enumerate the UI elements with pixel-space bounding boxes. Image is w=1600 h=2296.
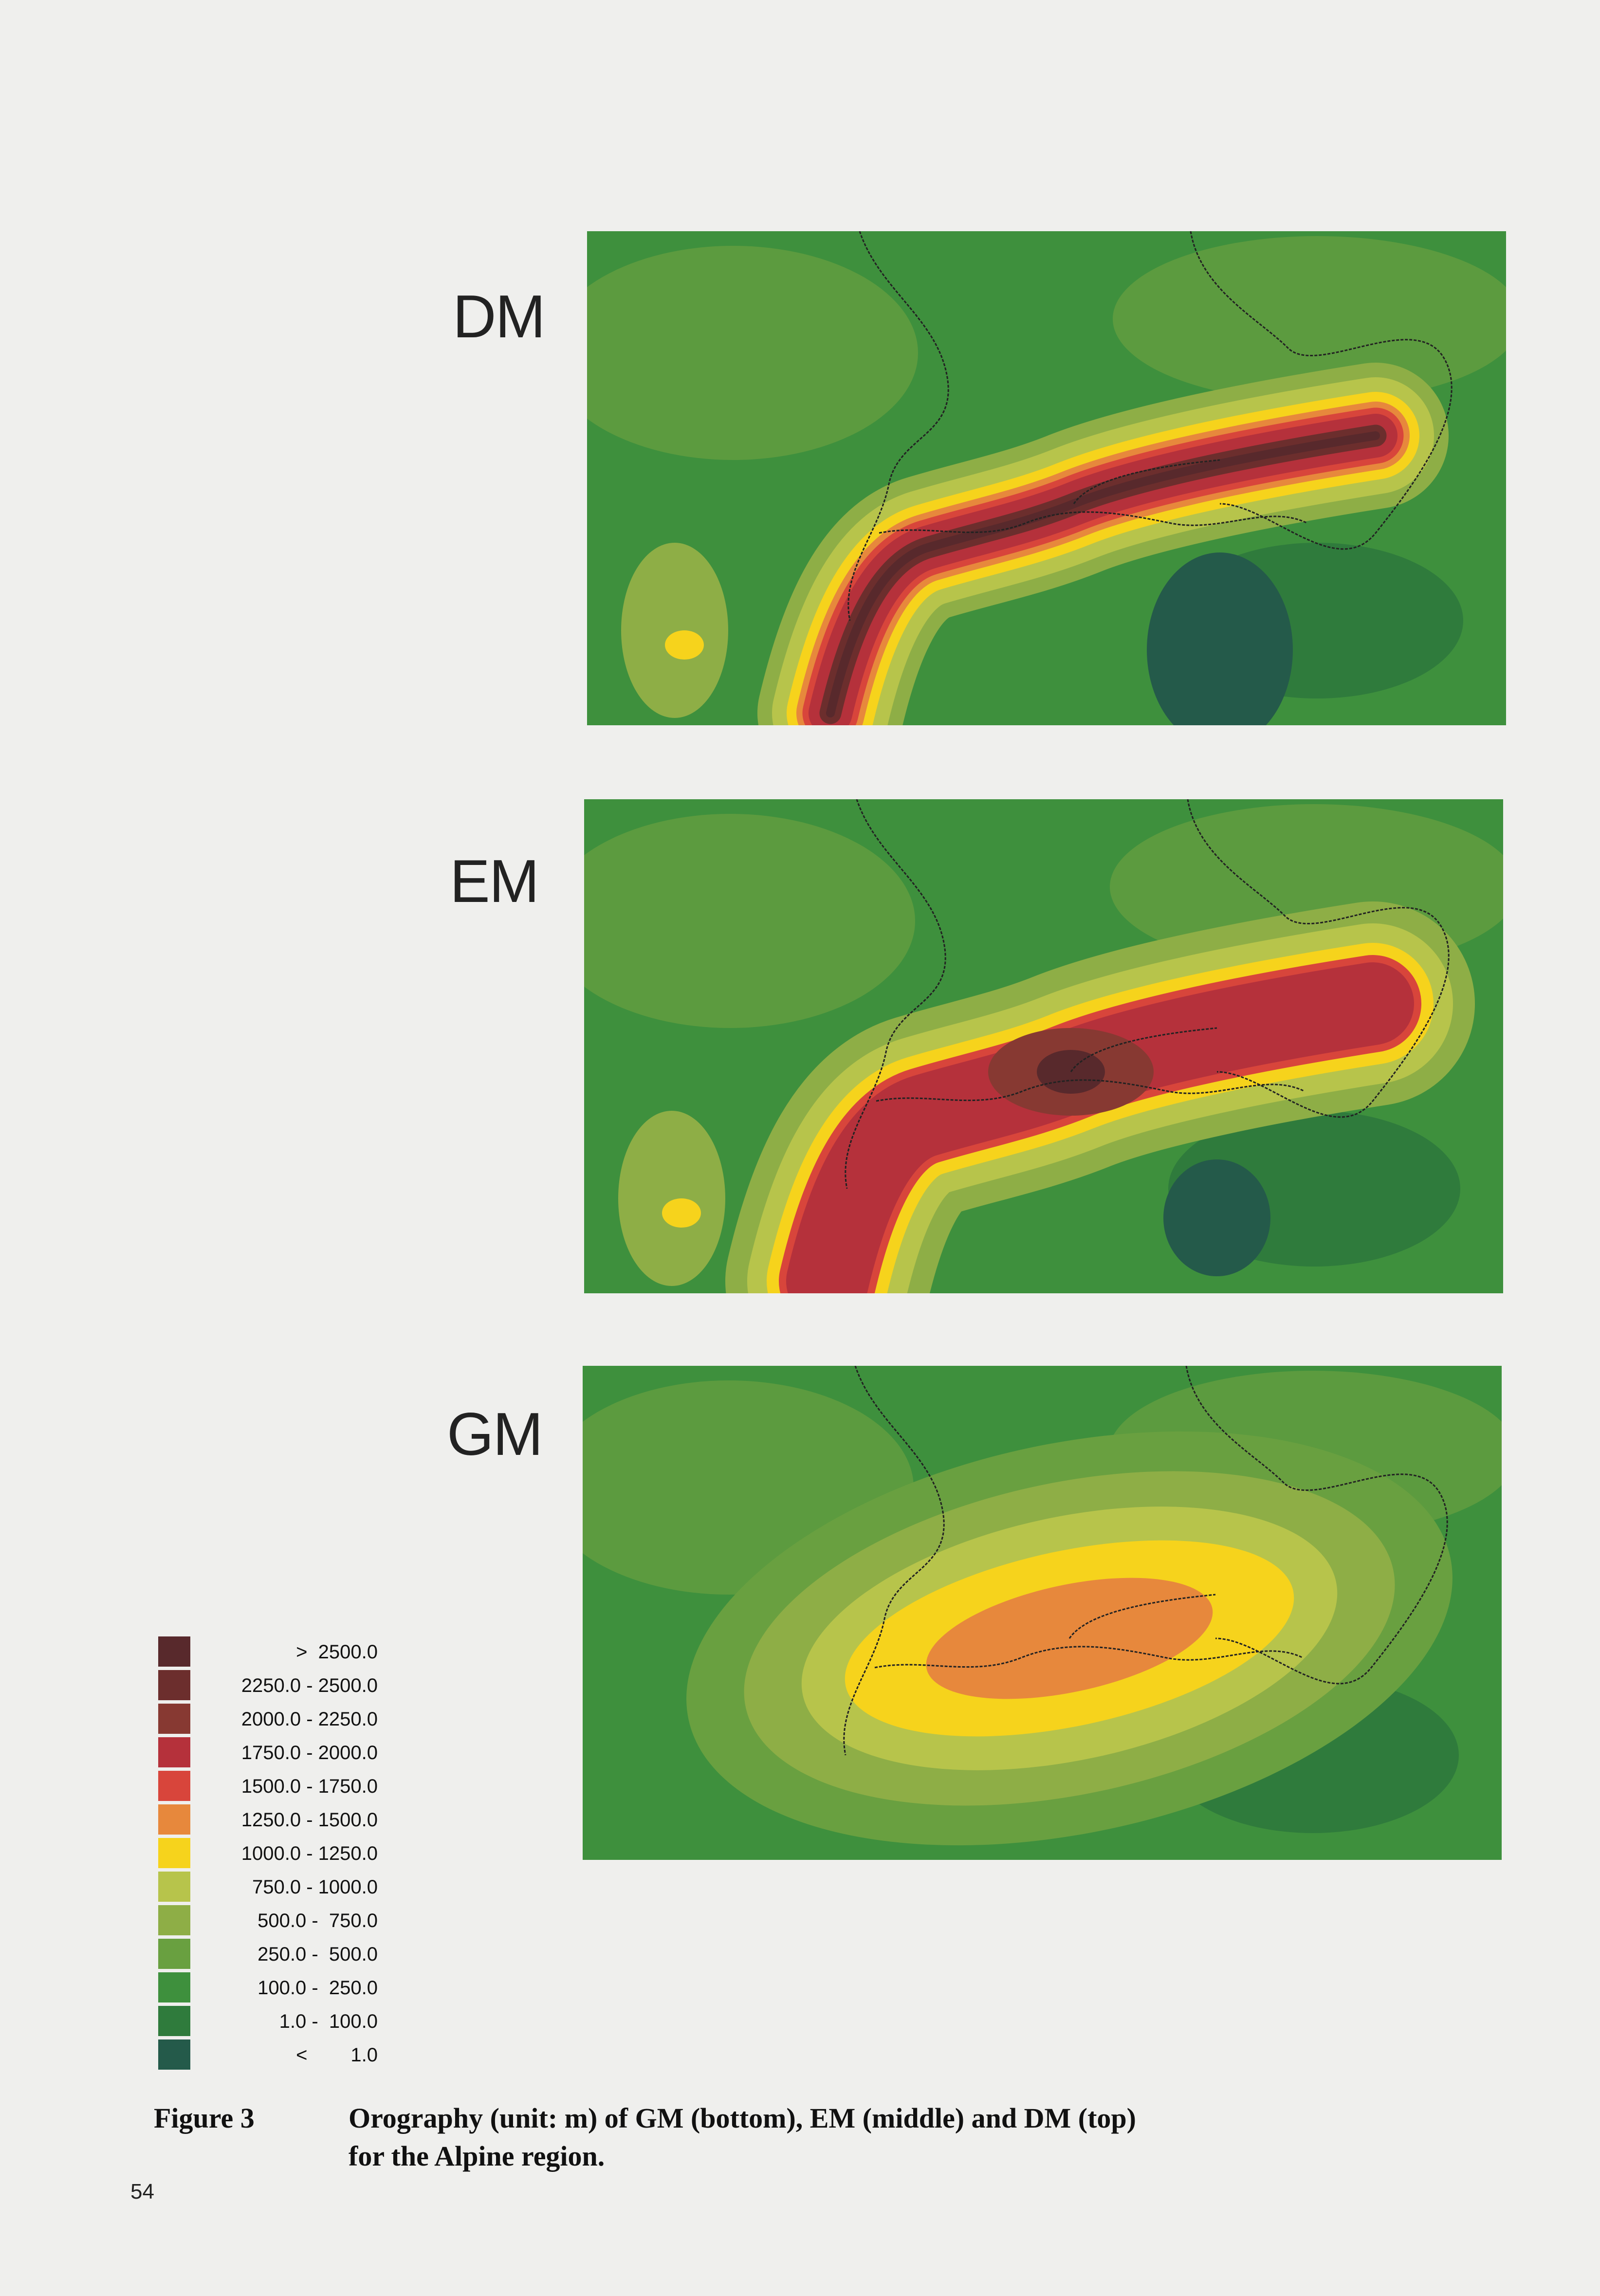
- orography-map: [587, 231, 1506, 725]
- legend-swatch: [158, 1804, 190, 1835]
- map-label: GM: [447, 1401, 543, 1468]
- terrain: [587, 246, 918, 460]
- legend-label: 100.0 - 250.0: [257, 1977, 378, 1999]
- orography-map: [584, 799, 1503, 1293]
- page-number: 54: [130, 2180, 154, 2204]
- terrain: [665, 630, 704, 660]
- legend-swatch: [158, 1771, 190, 1801]
- caption-line: for the Alpine region.: [349, 2140, 605, 2172]
- figure-number: Figure 3: [154, 2102, 255, 2134]
- legend-label: 1750.0 - 2000.0: [241, 1742, 378, 1763]
- legend-label: 250.0 - 500.0: [257, 1944, 378, 1965]
- lake-basin: [1163, 1159, 1270, 1276]
- map-label: EM: [450, 848, 539, 915]
- border-line: [1068, 1594, 1216, 1639]
- legend-label: < 1.0: [296, 2044, 378, 2066]
- legend-swatch: [158, 2039, 190, 2070]
- caption-line: Orography (unit: m) of GM (bottom), EM (…: [349, 2102, 1136, 2134]
- legend-swatch: [158, 1905, 190, 1935]
- lake-basin: [1147, 552, 1293, 725]
- legend-label: > 2500.0: [296, 1641, 378, 1663]
- legend-swatch: [158, 1636, 190, 1667]
- border-line: [1070, 1027, 1217, 1072]
- legend-label: 1000.0 - 1250.0: [241, 1843, 378, 1864]
- legend-label: 750.0 - 1000.0: [252, 1876, 378, 1898]
- legend-label: 1250.0 - 1500.0: [241, 1809, 378, 1831]
- map-label: DM: [453, 283, 546, 350]
- legend-label: 500.0 - 750.0: [257, 1910, 378, 1931]
- legend-label: 1.0 - 100.0: [279, 2011, 378, 2032]
- border-line: [1073, 459, 1220, 504]
- border-line: [874, 1646, 1304, 1669]
- terrain: [618, 1111, 725, 1286]
- terrain: [584, 814, 915, 1028]
- terrain: [621, 543, 728, 718]
- border-line: [845, 799, 946, 1189]
- orography-map: [583, 1366, 1502, 1860]
- legend-swatch: [158, 1737, 190, 1767]
- legend-label: 1500.0 - 1750.0: [241, 1776, 378, 1797]
- legend-swatch: [158, 1872, 190, 1902]
- legend-swatch: [158, 2006, 190, 2036]
- border-line: [1187, 799, 1450, 1118]
- legend-label: 2250.0 - 2500.0: [241, 1675, 378, 1696]
- legend-swatch: [158, 1939, 190, 1969]
- terrain: [662, 1198, 701, 1228]
- border-line: [1190, 231, 1453, 550]
- border-line: [879, 511, 1308, 534]
- border-line: [876, 1079, 1305, 1102]
- border-line: [843, 1366, 945, 1756]
- legend-swatch: [158, 1838, 190, 1868]
- ridge: [826, 431, 1380, 717]
- border-line: [847, 231, 949, 621]
- legend-swatch: [158, 1704, 190, 1734]
- legend-swatch: [158, 1972, 190, 2002]
- legend-swatch: [158, 1670, 190, 1700]
- legend-label: 2000.0 - 2250.0: [241, 1708, 378, 1730]
- border-line: [1185, 1366, 1448, 1685]
